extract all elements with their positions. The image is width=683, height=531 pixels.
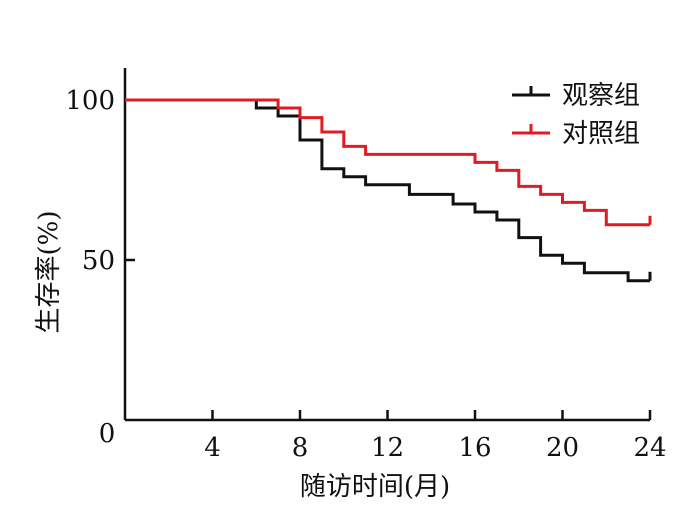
x-tick-label: 4 <box>204 433 221 463</box>
legend-label: 对照组 <box>562 119 640 149</box>
y-tick-label: 50 <box>82 246 115 276</box>
series-layer <box>125 98 652 283</box>
x-tick-label: 16 <box>458 433 491 463</box>
origin-tick-label: 0 <box>99 419 116 449</box>
x-tick-label: 12 <box>371 433 404 463</box>
x-axis-title: 随访时间(月) <box>300 472 450 502</box>
legend-item-2: 对照组 <box>512 119 640 149</box>
survival-curve-line <box>125 98 650 283</box>
axes: 4 8 12 16 20 24 50 100 <box>65 68 667 463</box>
legend-label: 观察组 <box>562 81 640 111</box>
legend-item-1: 观察组 <box>512 81 640 111</box>
x-tick-label: 20 <box>546 433 579 463</box>
y-tick-label: 100 <box>65 86 115 116</box>
series-1 <box>125 98 652 283</box>
series-2 <box>125 98 652 227</box>
y-axis-title: 生存率(%) <box>34 211 64 334</box>
x-tick-label: 8 <box>292 433 309 463</box>
x-tick-label: 24 <box>633 433 666 463</box>
survival-curve-line <box>125 98 650 227</box>
